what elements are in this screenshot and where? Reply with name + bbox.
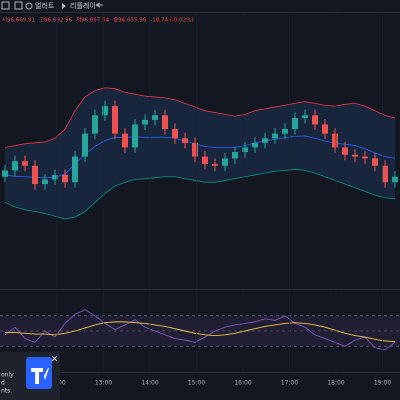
legend-item: -10.74 (-0.02%) <box>150 18 193 24</box>
rsi-pane <box>0 309 400 351</box>
band-line <box>4 87 396 148</box>
candle-body <box>22 161 28 166</box>
price-pane <box>2 87 398 220</box>
candle-body <box>382 165 388 183</box>
candle-body <box>32 165 38 185</box>
legend-item: 저96,657.54 <box>76 16 110 24</box>
candle-body <box>292 118 298 130</box>
candle-body <box>252 142 258 148</box>
layout-icon[interactable] <box>1 1 10 10</box>
candle-body <box>322 124 328 134</box>
time-label: 14:00 <box>141 380 158 387</box>
indicator-line <box>5 321 396 343</box>
candle-body <box>332 133 338 148</box>
candle-body <box>12 161 18 171</box>
candle-body <box>112 106 118 134</box>
candle-body <box>142 119 148 125</box>
time-label: 17:00 <box>281 380 298 387</box>
band-line <box>4 135 396 179</box>
candle-body <box>2 170 8 177</box>
time-label: 15:00 <box>188 380 205 387</box>
legend-item: 시96,669.91 <box>2 18 35 24</box>
candle-body <box>372 158 378 166</box>
logo-mark <box>31 368 49 384</box>
time-label: 19:00 <box>374 380 391 387</box>
candle-body <box>242 147 248 152</box>
band-line <box>4 169 396 220</box>
candle-body <box>352 154 358 157</box>
indicator-line <box>4 309 396 351</box>
candle-body <box>192 142 198 157</box>
time-label: 18:00 <box>327 380 344 387</box>
toolbar <box>0 0 400 12</box>
candle-body <box>392 176 398 183</box>
candle-body <box>232 151 238 159</box>
replay-button[interactable]: 리플레이 <box>70 1 96 10</box>
candle-body <box>272 133 278 139</box>
candle-body <box>42 179 48 185</box>
indicator-icon[interactable] <box>14 1 23 10</box>
candle-body <box>52 174 58 180</box>
legend-item: 고96,692.96 <box>39 17 73 24</box>
candle-body <box>202 156 208 164</box>
time-label: 13:00 <box>95 380 112 387</box>
candle-body <box>72 156 78 183</box>
alert-icon[interactable] <box>25 2 33 10</box>
legend-item: 종96,655.96 <box>113 17 147 24</box>
band-fill <box>5 87 395 219</box>
candle-body <box>172 129 178 139</box>
candle-body <box>282 129 288 134</box>
replay-icon[interactable] <box>62 3 66 9</box>
candle-body <box>62 174 68 183</box>
candle-body <box>132 124 138 148</box>
time-label: 16:00 <box>234 380 251 387</box>
candle-body <box>302 115 308 119</box>
candle-body <box>122 133 128 148</box>
popup-line: nts. <box>1 388 12 395</box>
candle-body <box>102 106 108 116</box>
candle-body <box>92 115 98 134</box>
candle-body <box>212 163 218 166</box>
popup-line: only <box>1 372 14 379</box>
ohlc-legend: 시96,669.91 고96,692.96 저96,657.54 종96,655.96… <box>2 16 193 24</box>
candle-body <box>222 158 228 166</box>
candle-body <box>342 147 348 155</box>
candle-body <box>162 115 168 130</box>
popup-close[interactable] <box>51 355 58 362</box>
candle-body <box>262 138 268 143</box>
candle-body <box>152 115 158 120</box>
alert-button[interactable]: 얼러트 <box>35 1 55 10</box>
candle-body <box>82 133 88 157</box>
candle-body <box>312 115 318 125</box>
undo-icon[interactable] <box>95 2 103 8</box>
popup-line: d <box>1 380 5 387</box>
candle-body <box>182 138 188 143</box>
candle-body <box>362 156 368 159</box>
